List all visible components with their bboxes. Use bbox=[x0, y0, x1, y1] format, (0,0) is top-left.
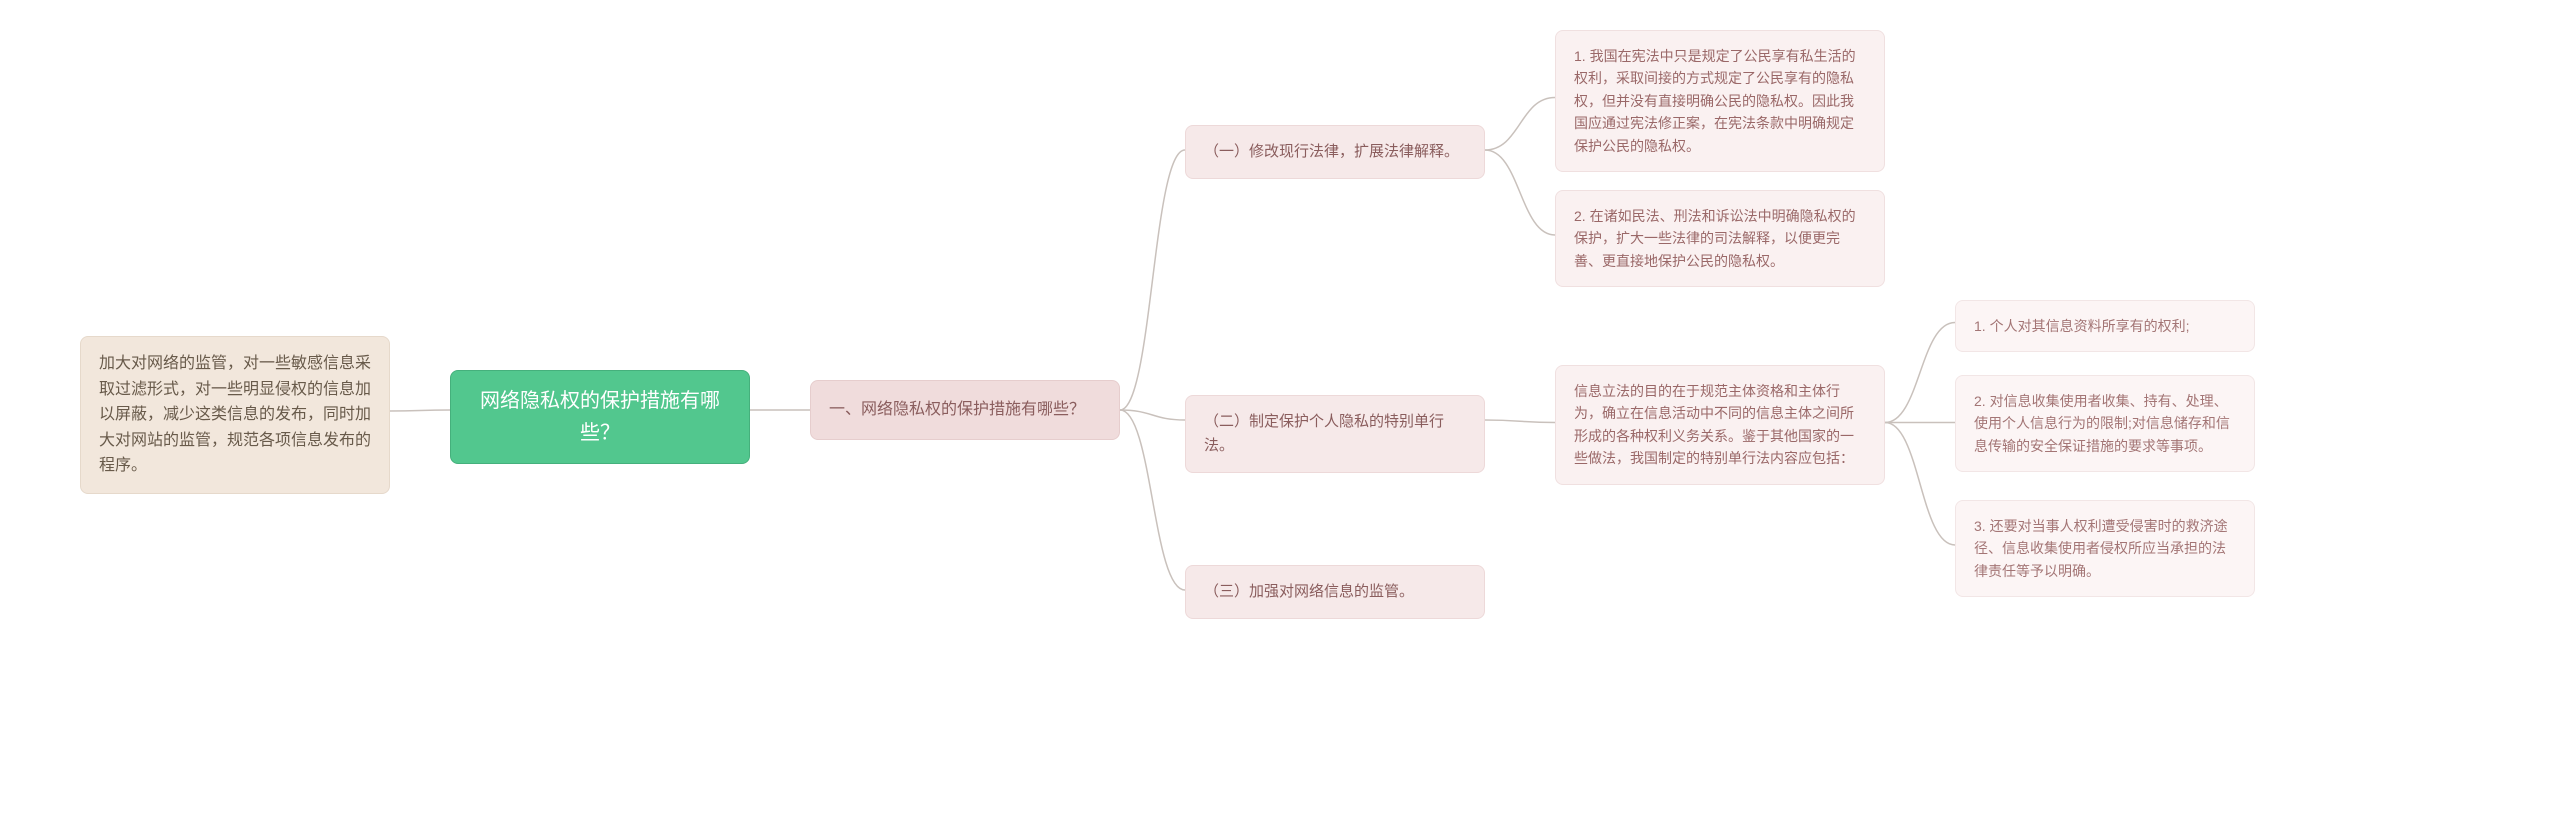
node-text: 1. 我国在宪法中只是规定了公民享有私生活的权利，采取间接的方式规定了公民享有的… bbox=[1574, 45, 1866, 157]
node-section-1a-1: 1. 我国在宪法中只是规定了公民享有私生活的权利，采取间接的方式规定了公民享有的… bbox=[1555, 30, 1885, 172]
connector-edge bbox=[1120, 410, 1185, 590]
node-text: 一、网络隐私权的保护措施有哪些？ bbox=[829, 397, 1085, 423]
node-text: 2. 在诸如民法、刑法和诉讼法中明确隐私权的保护，扩大一些法律的司法解释，以便更… bbox=[1574, 205, 1866, 272]
node-section-1b-intro: 信息立法的目的在于规范主体资格和主体行为，确立在信息活动中不同的信息主体之间所形… bbox=[1555, 365, 1885, 485]
node-text: 3. 还要对当事人权利遭受侵害时的救济途径、信息收集使用者侵权所应当承担的法律责… bbox=[1974, 515, 2236, 582]
node-left-description: 加大对网络的监管，对一些敏感信息采取过滤形式，对一些明显侵权的信息加以屏蔽，减少… bbox=[80, 336, 390, 494]
connector-edge bbox=[1885, 423, 1955, 546]
node-section-1b-2: 2. 对信息收集使用者收集、持有、处理、使用个人信息行为的限制;对信息储存和信息… bbox=[1955, 375, 2255, 472]
node-text: 2. 对信息收集使用者收集、持有、处理、使用个人信息行为的限制;对信息储存和信息… bbox=[1974, 390, 2236, 457]
connector-edge bbox=[390, 410, 450, 411]
connector-edge bbox=[1485, 98, 1555, 151]
node-text: 网络隐私权的保护措施有哪些？ bbox=[469, 385, 731, 449]
node-section-1a: （一）修改现行法律，扩展法律解释。 bbox=[1185, 125, 1485, 179]
node-text: 加大对网络的监管，对一些敏感信息采取过滤形式，对一些明显侵权的信息加以屏蔽，减少… bbox=[99, 351, 371, 479]
connector-edge bbox=[1120, 410, 1185, 420]
connector-edge bbox=[1120, 150, 1185, 410]
node-section-1a-2: 2. 在诸如民法、刑法和诉讼法中明确隐私权的保护，扩大一些法律的司法解释，以便更… bbox=[1555, 190, 1885, 287]
node-text: （三）加强对网络信息的监管。 bbox=[1204, 580, 1414, 604]
node-section-1b: （二）制定保护个人隐私的特别单行法。 bbox=[1185, 395, 1485, 473]
connector-edge bbox=[1485, 420, 1555, 423]
node-section-1b-1: 1. 个人对其信息资料所享有的权利; bbox=[1955, 300, 2255, 352]
node-text: 信息立法的目的在于规范主体资格和主体行为，确立在信息活动中不同的信息主体之间所形… bbox=[1574, 380, 1866, 470]
node-text: （一）修改现行法律，扩展法律解释。 bbox=[1204, 140, 1459, 164]
node-text: （二）制定保护个人隐私的特别单行法。 bbox=[1204, 410, 1466, 458]
node-root: 网络隐私权的保护措施有哪些？ bbox=[450, 370, 750, 464]
mindmap-canvas: 加大对网络的监管，对一些敏感信息采取过滤形式，对一些明显侵权的信息加以屏蔽，减少… bbox=[0, 0, 2560, 820]
connector-edge bbox=[1885, 323, 1955, 423]
node-section-1: 一、网络隐私权的保护措施有哪些？ bbox=[810, 380, 1120, 440]
node-section-1c: （三）加强对网络信息的监管。 bbox=[1185, 565, 1485, 619]
connector-edge bbox=[1485, 150, 1555, 235]
node-section-1b-3: 3. 还要对当事人权利遭受侵害时的救济途径、信息收集使用者侵权所应当承担的法律责… bbox=[1955, 500, 2255, 597]
node-text: 1. 个人对其信息资料所享有的权利; bbox=[1974, 315, 2189, 337]
